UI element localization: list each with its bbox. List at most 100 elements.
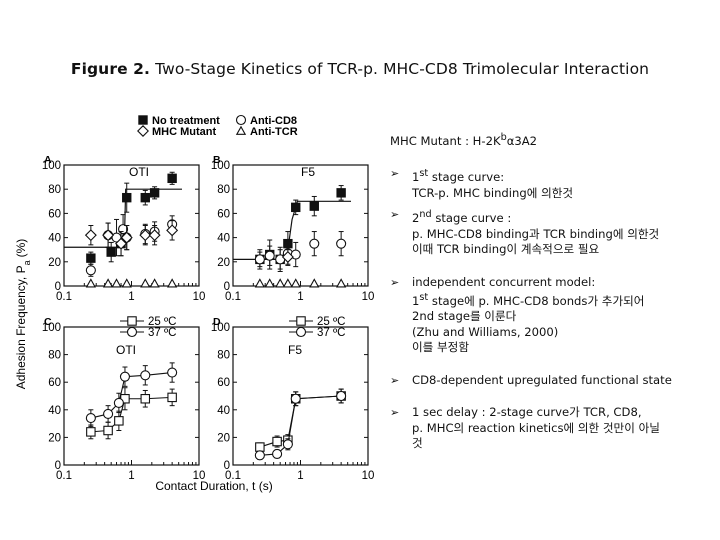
- arrow-bullet-icon: ➢: [390, 208, 400, 222]
- y-tick-label: 100: [42, 160, 61, 172]
- panel-a: 0 20 40 60 80 100 0.1 1 10 A OTI: [42, 154, 206, 303]
- data-point: [336, 188, 346, 198]
- arrow-bullet-icon: ➢: [390, 167, 400, 181]
- series-37-c: [85, 362, 178, 427]
- panel-name: F5: [288, 343, 302, 357]
- series-anti-tcr: [254, 278, 347, 288]
- figure-label: Figure 2.: [70, 60, 151, 78]
- y-tick-label: 100: [211, 160, 230, 172]
- data-point: [282, 439, 293, 450]
- data-point: [264, 250, 275, 261]
- data-point: [103, 425, 113, 436]
- y-tick-label: 40: [48, 233, 61, 245]
- y-tick-label: 80: [217, 350, 230, 362]
- fit-curve: [233, 200, 352, 260]
- series-25-c: [86, 387, 177, 440]
- x-tick-label: 0.1: [225, 470, 241, 482]
- bullet-second-stage: ➢ 2nd stage curve : p. MHC-CD8 binding과 …: [390, 207, 715, 257]
- panel-letter: C: [44, 316, 52, 328]
- bullet3-line2: 1st stage에 p. MHC-CD8 bonds가 추가되어: [412, 292, 645, 308]
- data-point: [281, 250, 294, 263]
- panel-name: OTI: [129, 165, 149, 179]
- data-point: [255, 442, 265, 452]
- data-point: [149, 188, 160, 198]
- legend-label-anti-cd8: Anti-CD8: [250, 115, 297, 127]
- panel-letter: A: [44, 154, 52, 166]
- data-point: [166, 224, 179, 237]
- series-line: [259, 395, 342, 448]
- arrow-bullet-icon: ➢: [390, 406, 400, 420]
- bullet1-line1: 1st stage curve:: [412, 168, 505, 185]
- data-point: [102, 278, 114, 288]
- y-axis-label-text: Adhesion Frequency, P: [14, 265, 28, 389]
- legend-marker-anti-cd8: [235, 114, 247, 126]
- data-point: [272, 436, 282, 447]
- data-point: [254, 278, 265, 288]
- data-point: [254, 450, 265, 461]
- data-point: [113, 397, 124, 408]
- y-axis-label-sub: a: [22, 260, 32, 265]
- x-tick-label: 10: [193, 291, 206, 303]
- legend-marker-anti-tcr: [235, 125, 247, 135]
- panel-frame: [232, 164, 369, 287]
- series-line: [90, 371, 173, 419]
- series-line: [259, 395, 342, 456]
- bullet-cd8-state: ➢ CD8-dependent upregulated functional s…: [390, 373, 715, 389]
- data-point: [148, 229, 161, 242]
- notes-panel: MHC Mutant : H-2Kbα3A2 ➢ 1st stage curve…: [390, 130, 715, 469]
- data-point: [309, 278, 320, 288]
- bullet-delay: ➢ 1 sec delay : 2-stage curve가 TCR, CD8,…: [390, 405, 715, 452]
- y-tick-label: 20: [217, 257, 230, 269]
- data-point: [149, 278, 160, 288]
- y-tick-label: 40: [217, 233, 230, 245]
- y-tick-label: 60: [217, 377, 230, 389]
- bullet5-line3: 것: [412, 436, 423, 451]
- y-tick-label: 80: [48, 184, 61, 196]
- top-legend: No treatment Anti-CD8 MHC Mutant Anti-TCR: [137, 114, 298, 138]
- data-point: [111, 278, 122, 288]
- y-axis-label: Adhesion Frequency, Pa (%): [14, 239, 32, 390]
- data-point: [122, 192, 132, 203]
- bullet3-line5: 이를 부정함: [412, 340, 470, 355]
- legend-label-t25: 25 ºC: [317, 316, 346, 328]
- data-point: [167, 278, 178, 288]
- legend-marker-t37: [126, 326, 138, 338]
- note-sub-pre: MHC Mutant : H-2K: [390, 133, 501, 148]
- data-point: [254, 254, 265, 265]
- data-point: [282, 278, 294, 288]
- data-point: [167, 367, 178, 378]
- data-point: [119, 371, 131, 382]
- y-tick-label: 0: [55, 281, 61, 293]
- data-point: [84, 229, 97, 242]
- series-anti-cd8: [85, 214, 178, 277]
- y-axis-label-unit: (%): [14, 239, 28, 258]
- y-tick-label: 100: [42, 322, 61, 334]
- y-tick-label: 40: [48, 405, 61, 417]
- data-point: [167, 392, 177, 403]
- data-point: [114, 416, 124, 426]
- bullet3-line1: independent concurrent model:: [412, 274, 596, 289]
- panel-b: 0 20 40 60 80 100 0.1 1 10 B F5: [211, 154, 375, 303]
- bullet2-line2: p. MHC-CD8 binding과 TCR binding에 의한것: [412, 226, 660, 241]
- data-point: [86, 253, 96, 263]
- y-tick-label: 20: [48, 432, 61, 444]
- legend-marker-t25: [127, 316, 137, 326]
- data-point: [85, 278, 96, 288]
- y-tick-label: 60: [48, 208, 61, 220]
- bullet5-line2: p. MHC의 reaction kinetics에 의한 것만이 아닐: [412, 420, 660, 435]
- data-point: [103, 408, 114, 419]
- x-tick-label: 0.1: [225, 291, 241, 303]
- bullet3-line3: 2nd stage를 이룬다: [412, 309, 517, 324]
- panel-letter: D: [213, 316, 221, 328]
- data-point: [290, 393, 301, 404]
- x-tick-label: 1: [128, 291, 134, 303]
- legend-marker-mhc-mutant: [137, 125, 149, 137]
- data-point: [115, 237, 128, 250]
- legend-marker-t25: [296, 316, 306, 326]
- data-point: [309, 238, 320, 249]
- y-tick-label: 60: [217, 208, 230, 220]
- note-sub-post: α3A2: [506, 133, 538, 148]
- y-tick-label: 80: [48, 350, 61, 362]
